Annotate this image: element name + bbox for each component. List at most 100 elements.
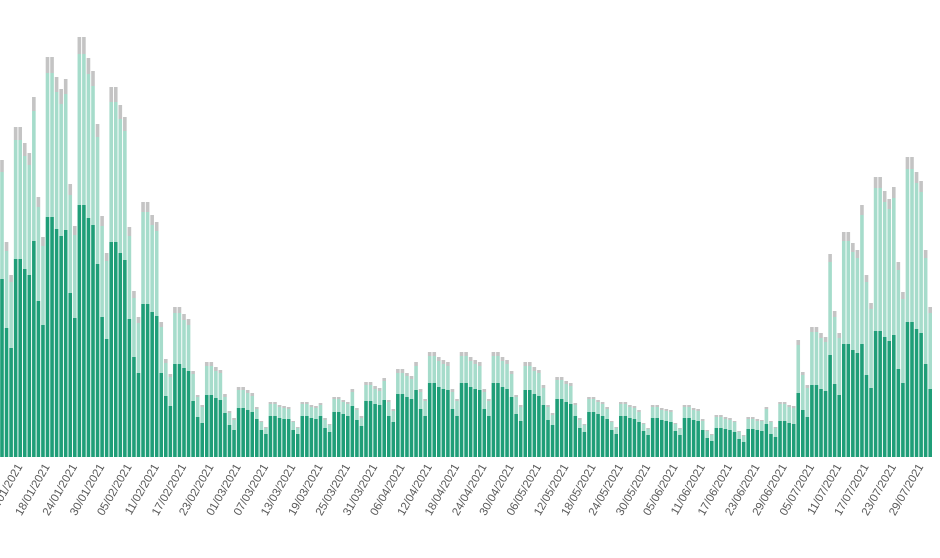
- bar-segment: [550, 425, 555, 457]
- bar-segment: [587, 397, 591, 399]
- bar-segment: [63, 79, 68, 94]
- bar-segment: [45, 73, 50, 217]
- bar-segment: [810, 385, 814, 457]
- bar-segment: [719, 415, 723, 417]
- bar-segment: [796, 345, 801, 393]
- bar-segment: [691, 408, 696, 410]
- bar-segment: [123, 117, 127, 131]
- bar-segment: [386, 416, 391, 457]
- bar-segment: [4, 251, 9, 328]
- bar-segment: [705, 431, 710, 438]
- bar-segment: [195, 395, 200, 397]
- bar-segment: [905, 157, 910, 169]
- bar-segment: [259, 422, 264, 430]
- bar-segment: [810, 332, 814, 385]
- bar-segment: [327, 424, 332, 425]
- bar-segment: [910, 169, 914, 322]
- bar-segment: [386, 400, 391, 402]
- bar-segment: [550, 413, 555, 415]
- bar-segment: [18, 127, 22, 140]
- bar-segment: [737, 439, 741, 457]
- bar-segment: [528, 366, 532, 390]
- bar-segment: [546, 405, 550, 407]
- bar-segment: [336, 397, 341, 399]
- bar-segment: [314, 406, 318, 408]
- bar-segment: [368, 401, 373, 457]
- bar-segment: [532, 367, 537, 371]
- bar-segment: [191, 371, 195, 374]
- bar-segment: [204, 395, 209, 457]
- bar-segment: [801, 372, 805, 375]
- bar-segment: [582, 425, 587, 432]
- bar-segment: [264, 427, 268, 428]
- bar-segment: [391, 409, 396, 411]
- bar-segment: [882, 191, 887, 202]
- bar-segment: [204, 362, 209, 366]
- bar-segment: [341, 400, 346, 402]
- bar-segment: [22, 156, 27, 269]
- bar-segment: [687, 407, 691, 418]
- bar-segment: [537, 370, 541, 373]
- bar-segment: [54, 229, 59, 457]
- bar-segment: [914, 183, 919, 329]
- bar-segment: [678, 429, 682, 435]
- bar-segment: [100, 226, 104, 317]
- bar-segment: [241, 387, 245, 390]
- bar-segment: [919, 181, 923, 192]
- bar-segment: [496, 383, 500, 457]
- bar-segment: [673, 423, 678, 424]
- bar-segment: [4, 328, 9, 457]
- bar-segment: [177, 364, 182, 457]
- bar-segment: [605, 419, 609, 457]
- bar-segment: [609, 421, 614, 422]
- bar-segment: [860, 344, 864, 457]
- bar-segment: [555, 399, 559, 457]
- bar-segment: [291, 421, 295, 422]
- bar-segment: [4, 242, 9, 251]
- bar-segment: [846, 344, 851, 457]
- bar-segment: [373, 386, 377, 389]
- bar-segment: [837, 338, 841, 395]
- bar-segment: [450, 392, 455, 409]
- bar-segment: [164, 363, 168, 396]
- bar-segment: [659, 408, 664, 410]
- bar-segment: [346, 404, 350, 416]
- bar-segment: [9, 282, 13, 348]
- bar-segment: [509, 397, 514, 457]
- bar-segment: [791, 424, 796, 457]
- bar-segment: [801, 375, 805, 410]
- bar-segment: [268, 404, 273, 416]
- bar-segment: [382, 400, 386, 457]
- bar-segment: [541, 405, 546, 457]
- bar-segment: [528, 362, 532, 366]
- bar-segment: [905, 322, 910, 457]
- bar-segment: [432, 352, 437, 356]
- bar-segment: [305, 404, 309, 416]
- bar-segment: [505, 360, 509, 364]
- bar-segment: [873, 177, 878, 188]
- bar-segment: [223, 413, 227, 457]
- bar-segment: [118, 105, 123, 119]
- bar-segment: [550, 415, 555, 425]
- bar-segment: [364, 401, 368, 457]
- bar-segment: [104, 339, 109, 457]
- bar-segment: [691, 420, 696, 457]
- bar-segment: [664, 411, 669, 421]
- bar-segment: [710, 441, 714, 457]
- bar-segment: [391, 411, 396, 422]
- bar-segment: [919, 192, 923, 333]
- bar-segment: [728, 420, 732, 430]
- bar-segment: [377, 405, 382, 457]
- bar-segment: [541, 385, 546, 388]
- bar-segment: [0, 279, 4, 457]
- bar-segment: [901, 299, 905, 383]
- bar-segment: [477, 366, 482, 390]
- bar-segment: [200, 405, 204, 407]
- bar-segment: [919, 333, 923, 457]
- bar-segment: [514, 395, 518, 397]
- bar-segment: [559, 380, 564, 399]
- bar-segment: [764, 424, 769, 457]
- bar-segment: [732, 432, 737, 457]
- bar-segment: [273, 404, 277, 416]
- bar-segment: [455, 401, 459, 416]
